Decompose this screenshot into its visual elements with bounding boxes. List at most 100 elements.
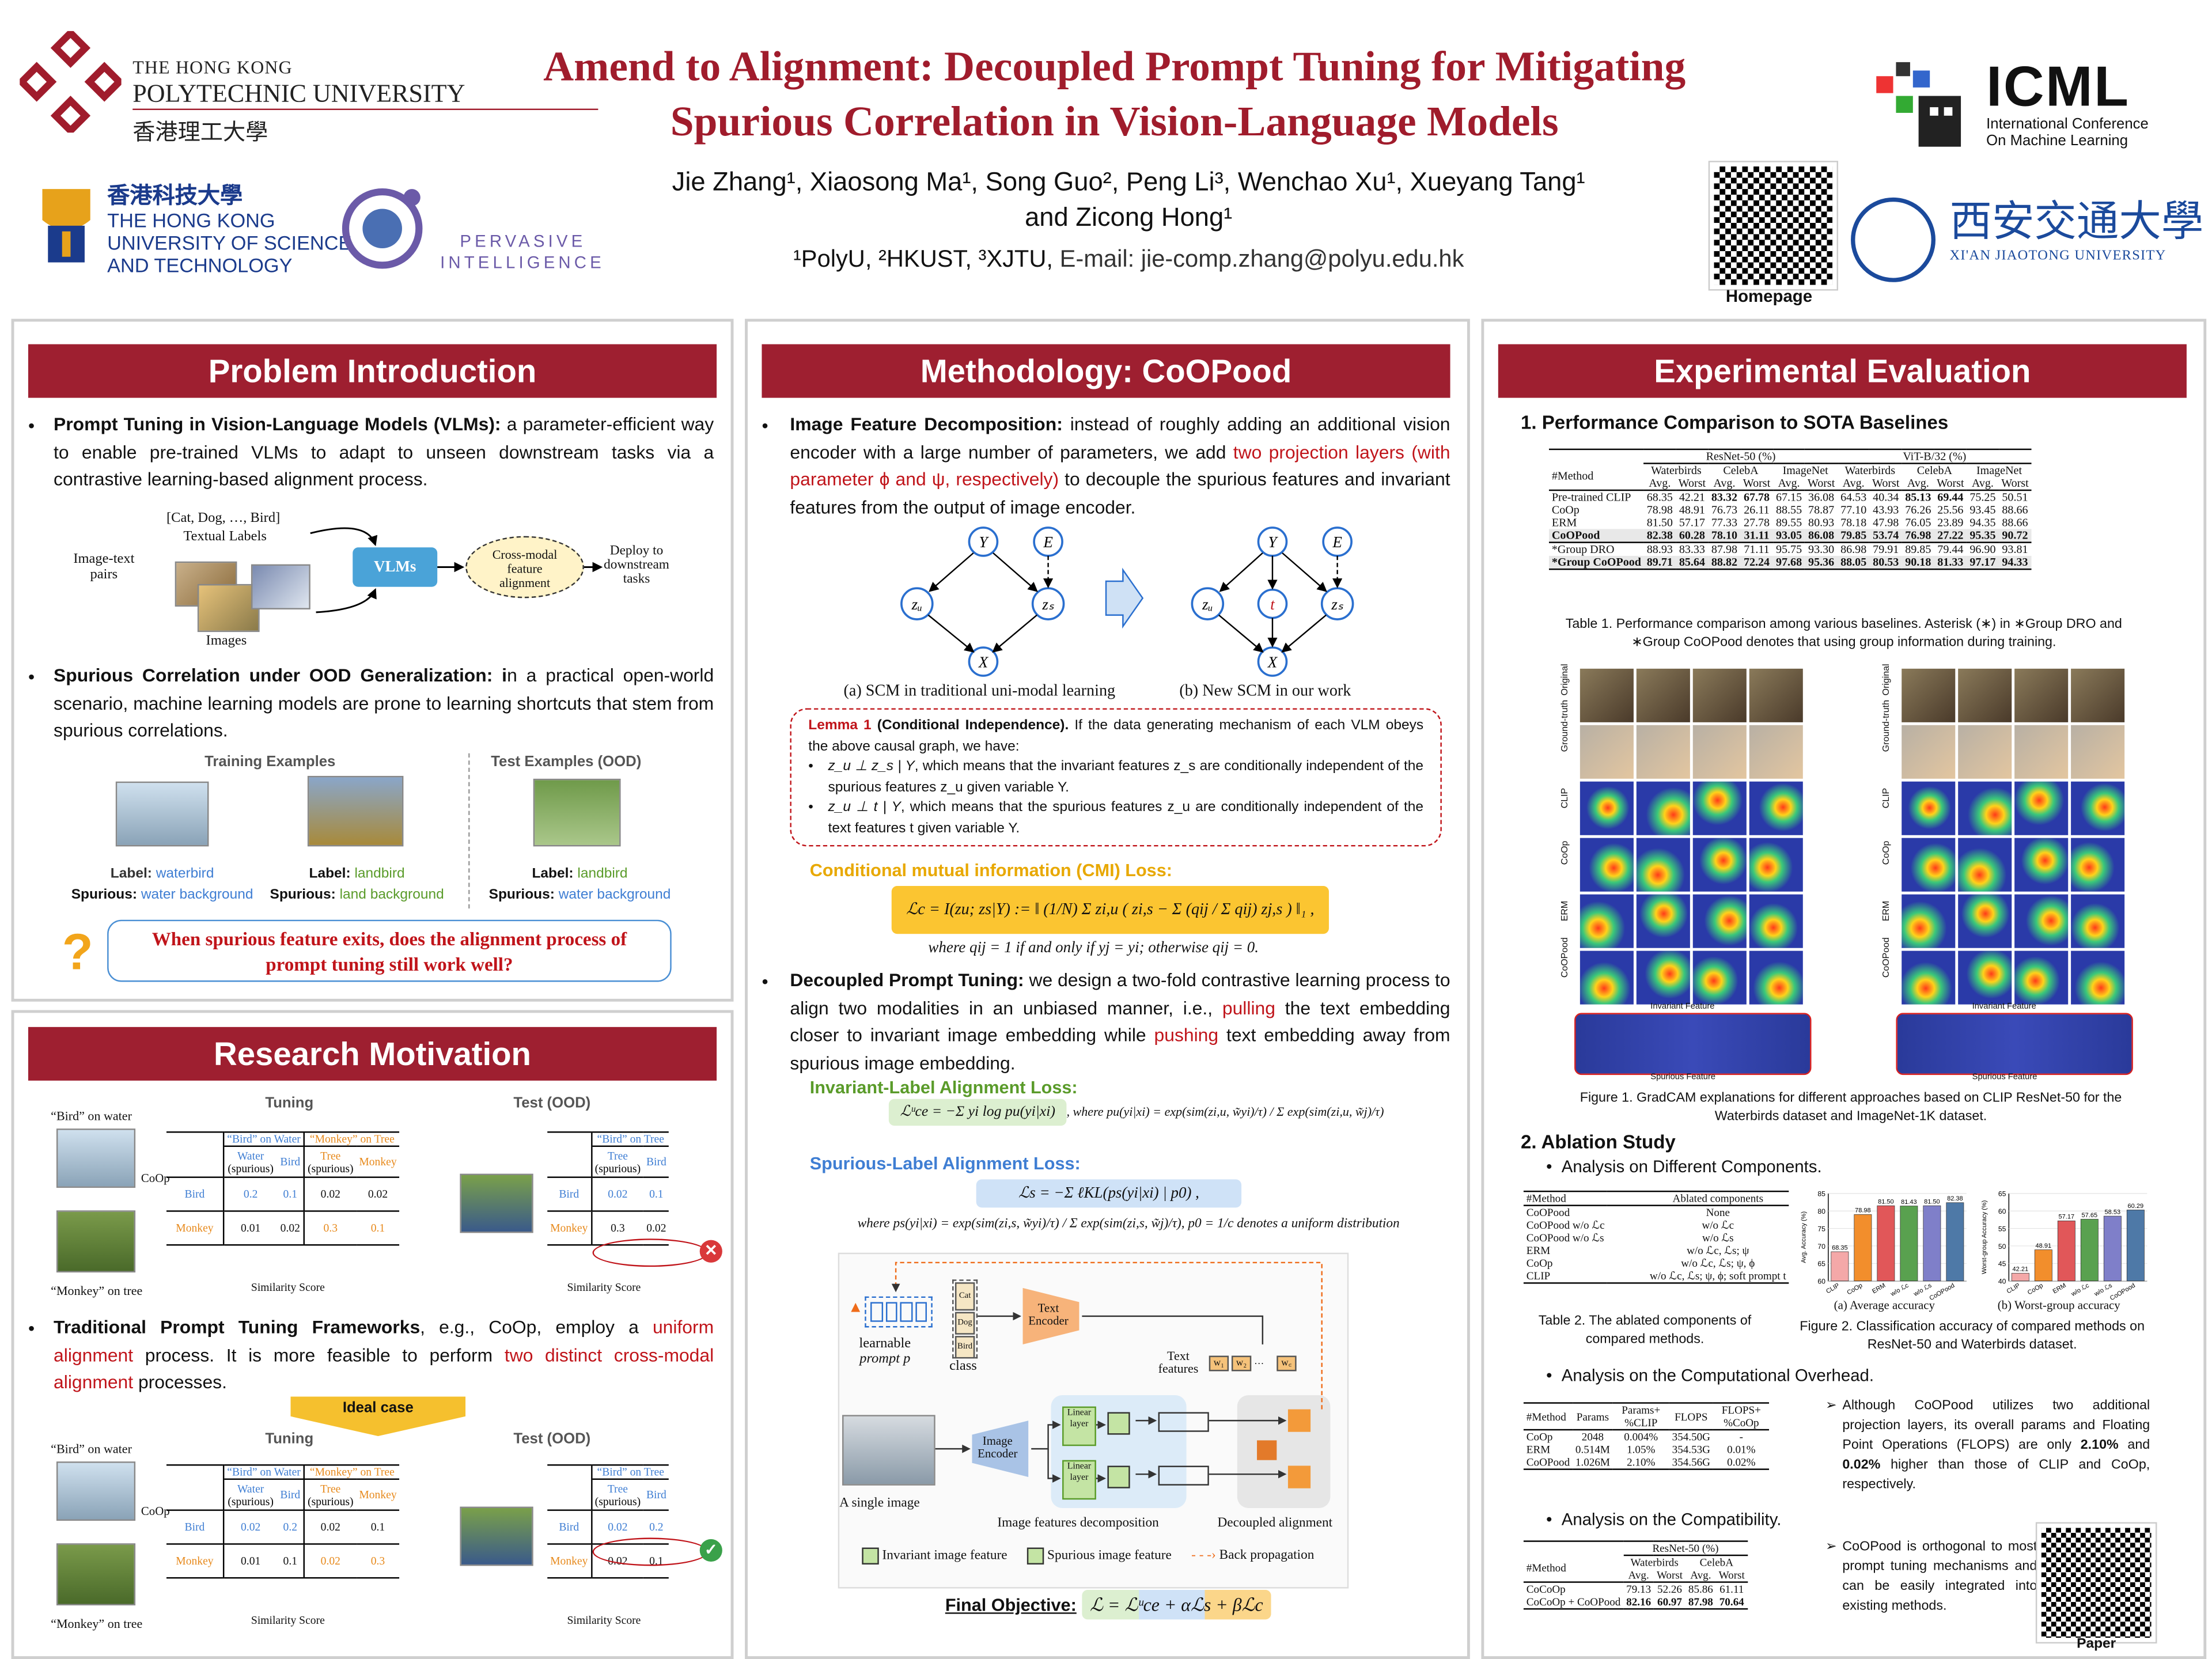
value-cell: 53.74 <box>1873 529 1899 542</box>
tuning-title-1: Tuning <box>265 1094 314 1112</box>
gradcam-cell <box>2014 725 2069 779</box>
gradcam-cell <box>2071 668 2125 722</box>
y-tick-label: 75 <box>1817 1225 1825 1233</box>
value-cell: 93.81 <box>2002 543 2028 556</box>
x-tick-label: ERM <box>1871 1282 1887 1296</box>
value-cell: 88.93 <box>1646 543 1673 556</box>
hkust-name: 香港科技大學 THE HONG KONG UNIVERSITY OF SCIEN… <box>107 184 352 277</box>
gradcam-cell <box>1749 668 1803 722</box>
gradcam-cell <box>2014 950 2069 1005</box>
icml-logo-mark <box>1876 62 1969 156</box>
chart-axis <box>1828 1193 1967 1282</box>
check-icon: ✓ <box>699 1539 722 1562</box>
zs-feature <box>1107 1465 1130 1488</box>
image-encoder-label: Image Encoder <box>978 1433 1018 1460</box>
value-cell: 47.98 <box>1873 516 1899 529</box>
ablation-row: CLIP w/o ℒc, ℒs; ψ, ϕ; soft prompt t <box>1523 1270 1789 1283</box>
email-link[interactable]: E-mail: jie-comp.zhang@polyu.edu.hk <box>1059 245 1464 272</box>
value-cell: 88.05 <box>1840 555 1867 569</box>
gradcam-cell <box>2071 781 2125 835</box>
value-cell: 76.98 <box>1905 529 1931 542</box>
value-cell: 83.32 <box>1711 491 1737 504</box>
value-cell: 69.44 <box>1937 491 1964 504</box>
value-cell: 89.71 <box>1646 555 1673 569</box>
analysis-2: • Analysis on the Computational Overhead… <box>1546 1365 1874 1385</box>
sota-table-row: *Group DRO 88.93 83.33 87.98 71.11 95.75 93.30… <box>1549 543 2032 556</box>
method-cell: ERM <box>1551 516 1577 529</box>
coop-label-1: CoOp <box>141 1171 170 1185</box>
x-tick-label: w/o ℒc <box>1889 1282 1910 1298</box>
value-cell: 71.11 <box>1744 543 1770 556</box>
bar-value-label: 57.65 <box>2082 1212 2098 1219</box>
poster-title: Amend to Alignment: Decoupled Prompt Tun… <box>543 43 1686 146</box>
test-title: Test Examples (OOD) <box>491 753 642 771</box>
ablation-cell: w/o ℒc, ℒs; ψ, ϕ; soft prompt t <box>1649 1270 1786 1283</box>
scm-b-zs: zₛ <box>1331 596 1343 613</box>
gradcam-row-label: ERM <box>1881 900 1892 922</box>
spurious-feature-box <box>1574 1013 1812 1075</box>
ablation-cell: w/o ℒc, ℒs; ψ <box>1687 1244 1749 1257</box>
value-cell: 86.98 <box>1840 543 1867 556</box>
gradcam-cell <box>1902 725 1956 779</box>
paper-qr[interactable] <box>2035 1522 2157 1644</box>
gradcam-cell <box>1580 894 1634 948</box>
bar-1 <box>1854 1214 1872 1282</box>
method-cell: Pre-trained CLIP <box>1551 491 1631 504</box>
fig-arrows <box>310 527 603 613</box>
authors: Jie Zhang¹, Xiaosong Ma¹, Song Guo², Pen… <box>672 166 1585 232</box>
method-bullet-1: Image Feature Decomposition: instead of … <box>790 413 1450 518</box>
sim-label-1: Similarity Score <box>251 1281 325 1294</box>
overhead-cell: 0.004% <box>1624 1430 1658 1444</box>
spurious-feature-box <box>1896 1013 2133 1075</box>
bar-value-label: 48.91 <box>2036 1243 2052 1249</box>
single-image-label: A single image <box>839 1497 920 1511</box>
y-axis-label: Worst-group Accuracy (%) <box>1981 1200 1988 1274</box>
gradcam-row-label: Original <box>1881 664 1892 696</box>
test-table-1: “Bird” on Tree Tree (spurious) Bird Bird 0.… <box>547 1131 669 1246</box>
ex1-caption: Label: waterbird Spurious: water backgro… <box>71 866 253 903</box>
problem-bullet-2: Spurious Correlation under OOD Generaliz… <box>54 664 714 741</box>
y-tick-label: 65 <box>1998 1190 2006 1198</box>
gradcam-row-label: Ground-truth <box>1560 700 1570 752</box>
value-cell: 43.93 <box>1873 503 1899 517</box>
experiment-banner: Experimental Evaluation <box>1498 344 2187 398</box>
sim-label-4: Similarity Score <box>567 1613 641 1627</box>
inv-formula-line: ℒᵘce = −Σ yi log pu(yi|xi), where pu(yi|… <box>888 1099 1384 1126</box>
bar-3 <box>1900 1206 1918 1282</box>
chart-a-caption: (a) Average accuracy <box>1834 1298 1935 1312</box>
fire-icon-1: ▲ <box>847 1299 863 1316</box>
fig-textual: Textual Labels <box>183 529 267 545</box>
value-cell: 79.44 <box>1937 543 1964 556</box>
bar-2 <box>2057 1221 2075 1282</box>
gradcam-cell <box>1692 894 1747 948</box>
gradcam-cell <box>1692 838 1747 892</box>
scm-a-X: X <box>978 653 989 671</box>
value-cell: 94.35 <box>1969 516 1996 529</box>
framework-arrows <box>891 1262 1323 1483</box>
value-cell: 90.72 <box>2002 529 2028 542</box>
tuning-title-2: Tuning <box>265 1430 314 1448</box>
homepage-qr[interactable] <box>1708 161 1839 291</box>
gradcam-cell <box>1749 950 1803 1005</box>
gradcam-cell <box>1902 950 1956 1005</box>
inv-title: Invariant-Label Alignment Loss: <box>809 1078 1078 1098</box>
ablation-cell: w/o ℒs <box>1702 1231 1734 1245</box>
text-feature-row: w₁ w₂… w꜀ <box>1209 1355 1297 1372</box>
spurious-feature-label: Spurious Feature <box>1650 1073 1716 1082</box>
value-cell: 67.78 <box>1743 491 1770 504</box>
bar-3 <box>2080 1219 2099 1282</box>
bar-4 <box>1923 1205 1941 1282</box>
figure-1-caption: Figure 1. GradCAM explanations for diffe… <box>1580 1090 2122 1124</box>
scm-a-zu: zᵤ <box>911 596 922 613</box>
bar-5 <box>1946 1202 1964 1282</box>
bird-water-image-2 <box>56 1461 136 1521</box>
bird-tree-image-2 <box>460 1506 533 1566</box>
ablation-table: #Method Ablated components CoOPood None CoO… <box>1523 1191 1789 1284</box>
sp-formula: ℒs = −Σ ℓKL(ps(yi|xi) | p0) , <box>976 1179 1242 1208</box>
gradcam-cell <box>2014 894 2069 948</box>
gradcam-cell <box>1636 668 1690 722</box>
value-cell: 80.53 <box>1873 555 1899 569</box>
overhead-cell: 2048 <box>1581 1430 1604 1444</box>
decomp-label: Image features decomposition <box>997 1516 1159 1531</box>
sim-label-2: Similarity Score <box>567 1281 641 1294</box>
